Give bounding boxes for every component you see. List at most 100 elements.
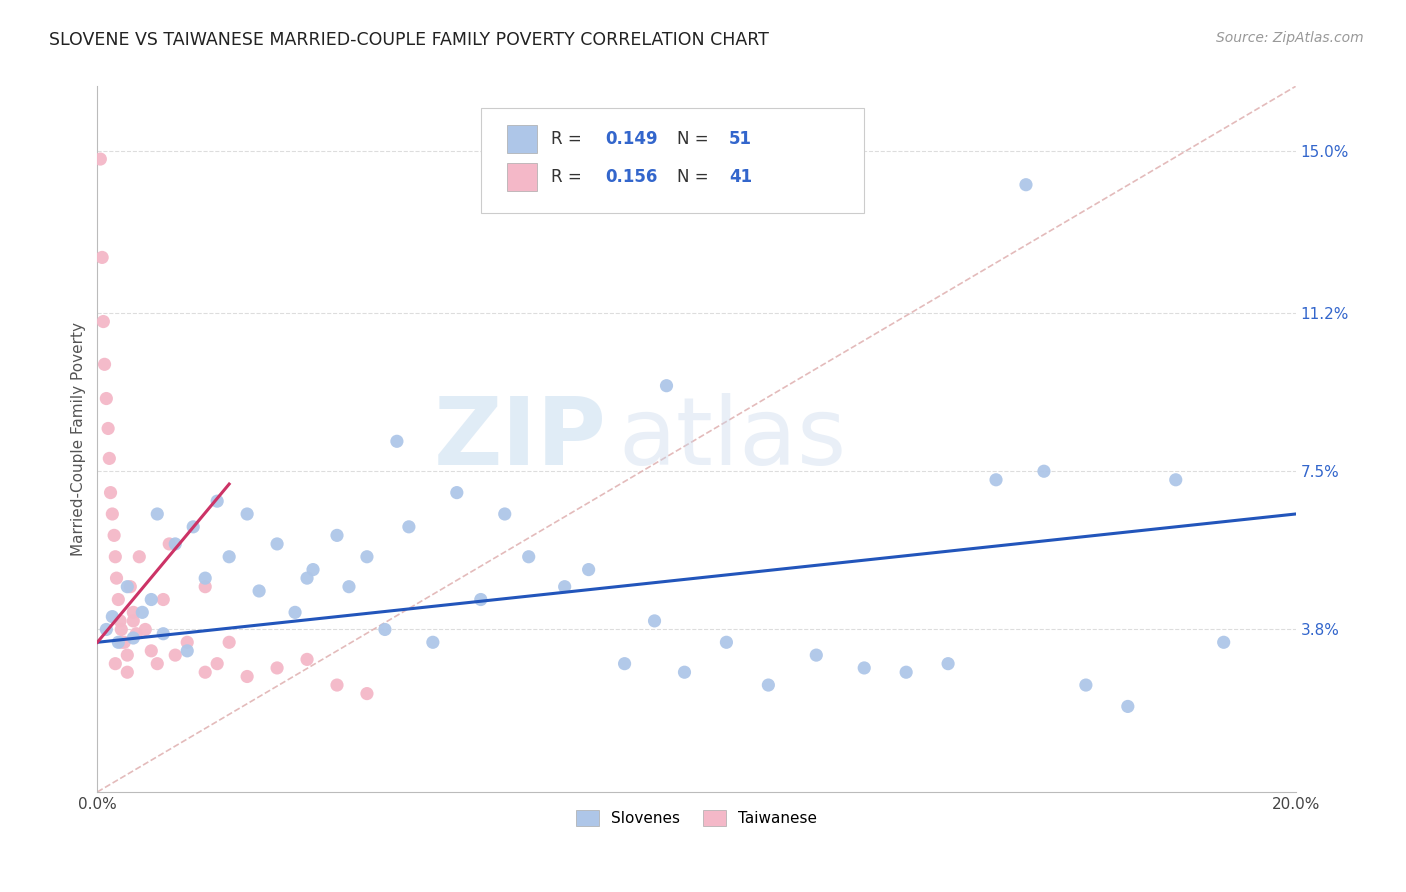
Point (356, 687, 378, 701)
Text: 41: 41 (728, 168, 752, 186)
Point (385, 434, 408, 449)
Point (806, 648, 828, 662)
Point (93, 357, 115, 371)
Point (302, 563, 325, 577)
Point (756, 678, 779, 692)
Point (236, 669, 259, 683)
Point (122, 605, 145, 619)
Point (117, 580, 139, 594)
Point (107, 635, 129, 649)
Text: N =: N = (678, 168, 714, 186)
Point (247, 584, 270, 599)
Y-axis label: Married-Couple Family Poverty: Married-Couple Family Poverty (72, 322, 86, 556)
Point (194, 665, 217, 680)
Point (1033, 464, 1056, 478)
Point (122, 614, 145, 628)
Point (1164, 473, 1187, 487)
Point (1212, 635, 1234, 649)
Text: SLOVENE VS TAIWANESE MARRIED-COUPLE FAMILY POVERTY CORRELATION CHART: SLOVENE VS TAIWANESE MARRIED-COUPLE FAMI… (49, 31, 769, 49)
Point (152, 592, 174, 607)
Point (117, 665, 139, 680)
Point (104, 657, 127, 671)
Point (194, 571, 217, 585)
Point (128, 549, 150, 564)
Point (936, 657, 959, 671)
Point (97, 421, 120, 435)
Bar (508, 162, 537, 191)
Point (205, 657, 228, 671)
Point (122, 631, 145, 645)
Point (1015, 178, 1038, 192)
Point (1116, 699, 1139, 714)
Point (984, 473, 1007, 487)
Point (194, 580, 217, 594)
Point (146, 507, 169, 521)
Point (326, 528, 349, 542)
Point (112, 635, 135, 649)
Point (125, 626, 148, 640)
Point (152, 626, 174, 640)
Point (517, 549, 540, 564)
Point (103, 528, 125, 542)
Point (134, 623, 156, 637)
Point (110, 635, 132, 649)
Point (131, 605, 153, 619)
Point (107, 592, 129, 607)
Point (105, 571, 128, 585)
Point (101, 609, 124, 624)
Legend: Slovenes, Taiwanese: Slovenes, Taiwanese (568, 803, 825, 834)
Point (176, 635, 198, 649)
Point (853, 661, 876, 675)
Point (398, 520, 420, 534)
Point (108, 614, 131, 628)
Point (120, 580, 142, 594)
Point (470, 592, 492, 607)
Point (716, 635, 738, 649)
Point (446, 485, 468, 500)
Text: atlas: atlas (619, 393, 846, 485)
Point (494, 507, 516, 521)
Text: R =: R = (551, 168, 588, 186)
Point (141, 644, 163, 658)
Point (98, 451, 121, 466)
Point (236, 507, 259, 521)
Point (89, 152, 111, 166)
Point (165, 648, 187, 662)
Point (96, 623, 118, 637)
Point (176, 644, 198, 658)
Point (284, 605, 307, 619)
Point (266, 537, 288, 551)
Point (141, 592, 163, 607)
Text: 0.156: 0.156 (606, 168, 658, 186)
Text: ZIP: ZIP (433, 393, 606, 485)
FancyBboxPatch shape (481, 108, 865, 213)
Text: 51: 51 (728, 130, 752, 148)
Text: N =: N = (678, 130, 714, 148)
Point (655, 378, 678, 392)
Point (165, 537, 187, 551)
Point (295, 571, 318, 585)
Point (337, 580, 360, 594)
Point (93, 314, 115, 328)
Point (91, 251, 114, 265)
Point (894, 665, 917, 680)
Point (266, 661, 288, 675)
Point (326, 678, 349, 692)
Point (205, 494, 228, 508)
Point (578, 563, 600, 577)
Bar (508, 125, 537, 153)
Point (374, 623, 396, 637)
Point (157, 537, 180, 551)
Point (644, 614, 666, 628)
Point (673, 665, 696, 680)
Text: Source: ZipAtlas.com: Source: ZipAtlas.com (1216, 31, 1364, 45)
Text: R =: R = (551, 130, 588, 148)
Point (1074, 678, 1097, 692)
Point (104, 549, 127, 564)
Point (554, 580, 576, 594)
Point (146, 657, 169, 671)
Text: 0.149: 0.149 (606, 130, 658, 148)
Point (117, 648, 139, 662)
Point (422, 635, 444, 649)
Point (101, 507, 124, 521)
